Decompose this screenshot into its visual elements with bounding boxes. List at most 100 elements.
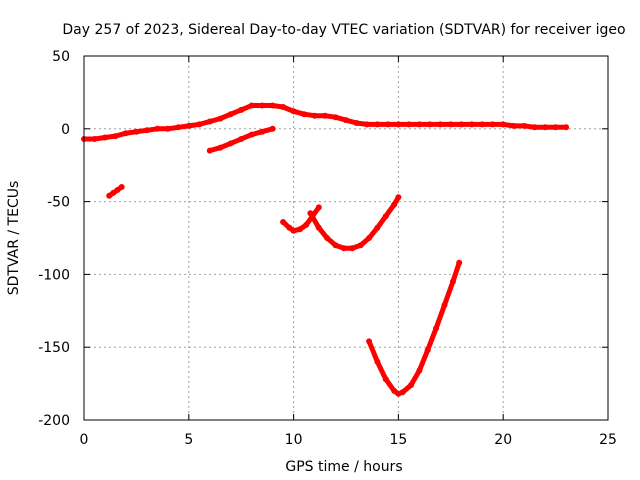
data-point (426, 121, 433, 128)
x-tick-label: 0 (80, 432, 89, 448)
data-series (81, 102, 570, 397)
data-point (118, 184, 125, 190)
data-point (143, 127, 150, 134)
x-axis-label: GPS time / hours (285, 459, 402, 475)
data-point (500, 121, 507, 128)
data-point (315, 224, 322, 231)
series-track-d (307, 194, 401, 251)
data-point (449, 278, 456, 285)
series-track-e (366, 260, 462, 397)
data-point (531, 124, 538, 131)
data-point (290, 108, 297, 115)
data-point (391, 387, 398, 394)
data-point (296, 226, 303, 233)
data-point (366, 235, 373, 241)
data-point (332, 114, 339, 121)
plot-frame (83, 55, 609, 421)
data-point (286, 224, 293, 231)
data-point (269, 102, 276, 109)
data-point (382, 213, 389, 220)
data-point (238, 136, 245, 142)
x-tick-label: 25 (599, 432, 617, 448)
data-point (364, 121, 370, 128)
data-point (437, 121, 444, 128)
data-point (259, 102, 266, 109)
data-point (366, 338, 373, 345)
y-tick-label: -150 (38, 340, 70, 356)
y-tick-label: -100 (38, 267, 70, 283)
x-tick-label: 20 (494, 432, 512, 448)
data-point (416, 367, 423, 374)
data-point (343, 117, 349, 124)
chart-title: Day 257 of 2023, Sidereal Day-to-day VTE… (62, 22, 625, 38)
data-point (374, 224, 381, 231)
data-point (374, 358, 381, 365)
data-point (259, 128, 266, 135)
data-point (391, 201, 398, 208)
data-point (424, 347, 431, 354)
y-tick-label: -50 (47, 195, 70, 211)
data-point (114, 187, 121, 193)
data-point (447, 121, 454, 128)
data-point (456, 259, 463, 266)
data-point (479, 121, 486, 128)
data-point (416, 121, 423, 128)
axis-ticks: 0 5 10 15 20 25 50 0 -50 -100 -150 -200 (38, 49, 617, 448)
data-point (408, 382, 414, 389)
data-point (458, 121, 465, 128)
data-point (395, 194, 402, 201)
data-point (91, 136, 98, 142)
data-point (110, 189, 117, 196)
data-point (280, 104, 287, 110)
data-point (384, 121, 391, 128)
data-point (175, 124, 182, 131)
data-point (196, 121, 203, 128)
data-point (227, 111, 234, 118)
data-point (322, 112, 328, 119)
data-point (290, 227, 297, 234)
data-point (217, 115, 224, 122)
data-point (433, 325, 440, 332)
data-point (164, 125, 171, 132)
data-point (441, 302, 448, 308)
y-tick-label: -200 (38, 413, 70, 429)
data-point (185, 122, 192, 129)
y-tick-label: 50 (52, 49, 70, 65)
data-point (133, 128, 140, 135)
data-point (301, 111, 308, 118)
x-tick-label: 5 (184, 432, 193, 448)
data-point (248, 131, 255, 138)
data-point (311, 112, 318, 119)
data-point (248, 102, 255, 109)
data-point (332, 242, 339, 249)
data-point (510, 122, 517, 129)
data-point (206, 147, 213, 154)
data-point (269, 125, 276, 132)
data-point (227, 140, 234, 147)
data-point (340, 245, 347, 252)
data-point (374, 121, 381, 128)
data-point (280, 219, 287, 225)
data-point (382, 376, 389, 383)
data-point (399, 389, 406, 396)
data-point (542, 124, 549, 131)
data-point (217, 144, 224, 151)
y-axis-label: SDTVAR / TECUs (6, 181, 22, 296)
x-tick-label: 10 (285, 432, 303, 448)
data-point (563, 124, 570, 131)
data-point (303, 221, 310, 228)
data-point (521, 122, 528, 129)
data-point (315, 204, 322, 211)
data-point (307, 210, 314, 217)
data-point (206, 118, 213, 125)
x-tick-label: 15 (389, 432, 407, 448)
data-point (357, 242, 364, 249)
data-point (468, 121, 475, 128)
data-point (324, 235, 331, 241)
data-point (552, 124, 559, 131)
data-point (353, 120, 360, 126)
data-point (405, 121, 412, 128)
grid-lines (84, 56, 608, 420)
data-point (112, 133, 119, 140)
data-point (238, 106, 245, 113)
